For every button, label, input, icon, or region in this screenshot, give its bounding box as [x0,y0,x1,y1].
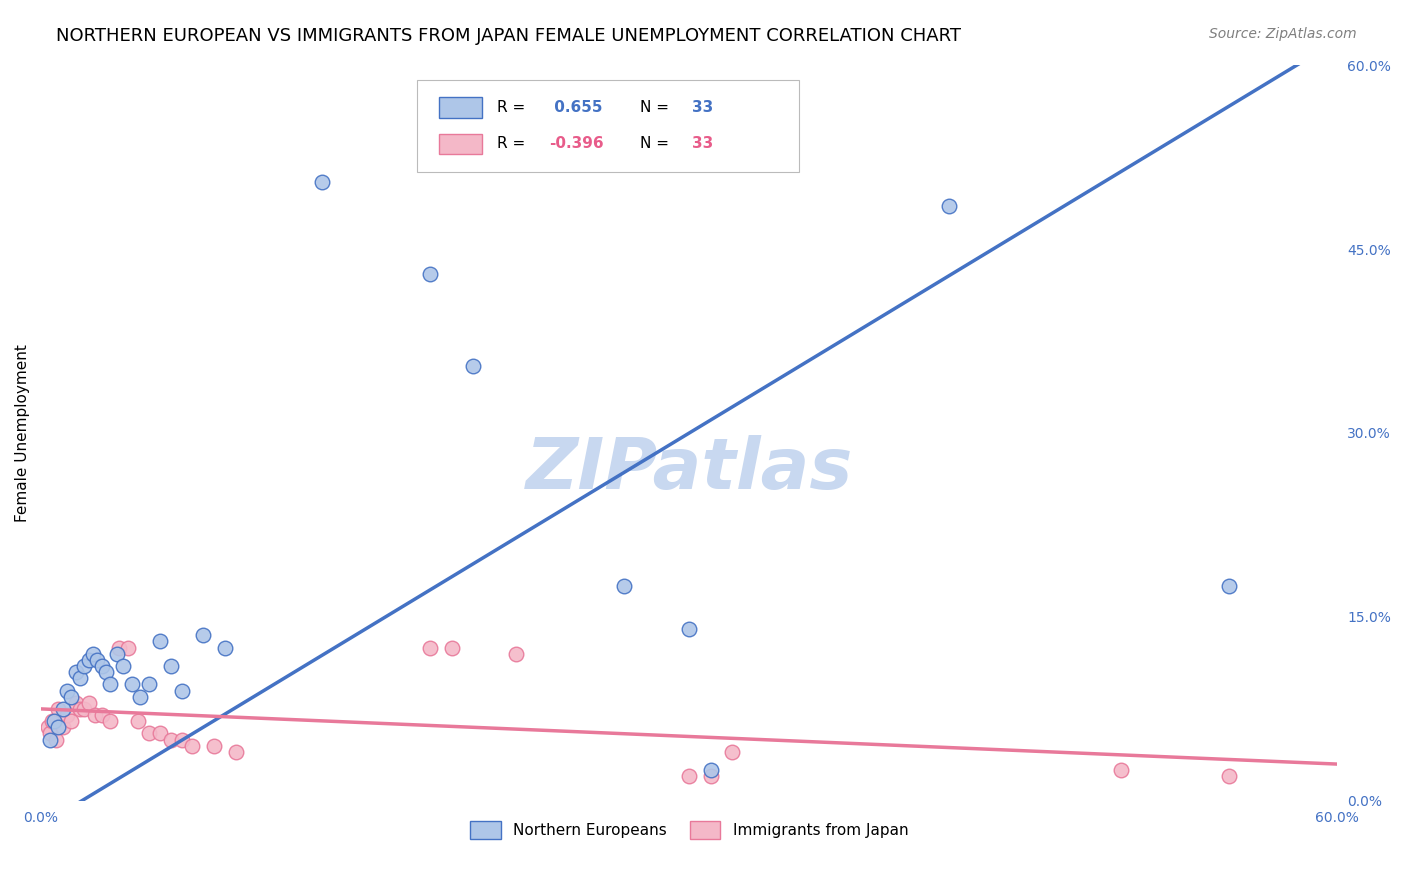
Point [45,732,67,747]
Point [98,714,121,728]
Point [77,696,100,710]
Point [112,659,135,673]
Point [90,708,112,723]
Point [700,769,723,783]
FancyBboxPatch shape [439,97,482,118]
Point [52,702,75,716]
Point [56,708,79,723]
Point [48,720,70,734]
Point [159,732,181,747]
Point [86,653,108,667]
Text: R =: R = [498,100,530,115]
Y-axis label: Female Unemployment: Female Unemployment [15,344,30,522]
FancyBboxPatch shape [418,79,800,172]
Point [191,628,214,642]
Point [678,622,700,636]
Point [138,726,160,740]
Point [38,726,60,740]
Point [108,640,131,655]
Point [463,359,485,373]
Point [678,769,700,783]
Point [938,199,960,213]
Point [41,714,63,728]
Point [84,708,107,723]
Text: Source: ZipAtlas.com: Source: ZipAtlas.com [1209,27,1357,41]
Point [149,634,172,648]
Point [56,683,79,698]
Point [105,647,128,661]
Point [505,647,527,661]
Point [77,653,100,667]
Text: 33: 33 [692,100,713,115]
Point [700,763,723,777]
Point [149,726,172,740]
Text: N =: N = [640,100,673,115]
Point [98,677,121,691]
Text: 33: 33 [692,136,713,152]
Point [613,579,636,593]
Point [65,665,87,679]
Point [117,640,139,655]
Text: ZIPatlas: ZIPatlas [526,435,853,504]
Point [214,640,236,655]
Point [138,677,160,691]
Text: 0.655: 0.655 [550,100,603,115]
Point [1218,579,1240,593]
Point [1218,769,1240,783]
Point [65,696,87,710]
Point [181,739,204,753]
Point [311,175,333,189]
Legend: Northern Europeans, Immigrants from Japan: Northern Europeans, Immigrants from Japa… [464,815,914,845]
Point [225,745,247,759]
Point [419,640,441,655]
Point [73,659,96,673]
Point [170,732,193,747]
Point [1111,763,1133,777]
Point [440,640,463,655]
Point [721,745,744,759]
Point [170,683,193,698]
Point [69,671,91,685]
Point [48,702,70,716]
Text: NORTHERN EUROPEAN VS IMMIGRANTS FROM JAPAN FEMALE UNEMPLOYMENT CORRELATION CHART: NORTHERN EUROPEAN VS IMMIGRANTS FROM JAP… [56,27,962,45]
Text: -0.396: -0.396 [550,136,605,152]
Point [121,677,143,691]
Text: R =: R = [498,136,530,152]
Point [60,690,83,704]
Point [38,732,60,747]
Point [419,267,441,281]
Point [73,702,96,716]
Point [202,739,225,753]
Point [129,690,152,704]
Point [42,714,65,728]
Point [94,665,117,679]
FancyBboxPatch shape [439,134,482,154]
Point [69,702,91,716]
Point [82,647,104,661]
Point [90,659,112,673]
Point [60,714,83,728]
Point [159,659,181,673]
Point [127,714,149,728]
Point [37,720,59,734]
Point [52,720,75,734]
Text: N =: N = [640,136,673,152]
